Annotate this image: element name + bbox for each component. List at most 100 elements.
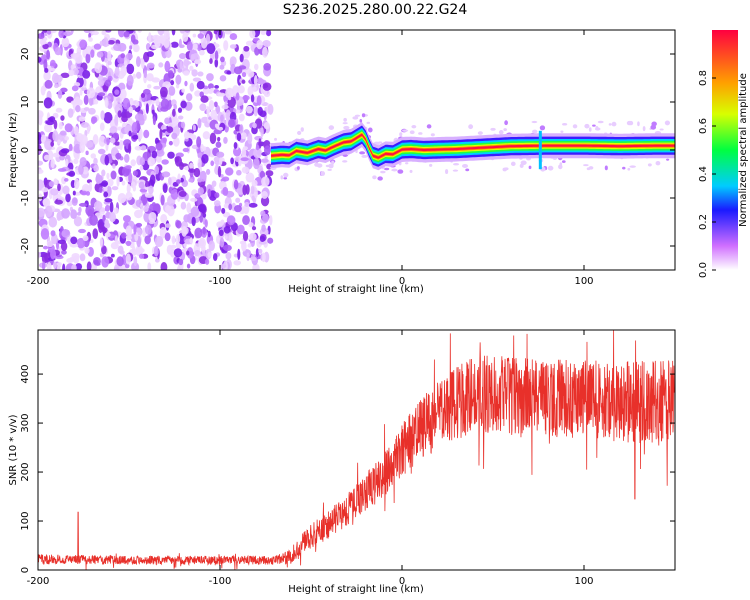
noise-speckle: [208, 240, 215, 252]
noise-speckle: [182, 32, 189, 43]
noise-speckle: [254, 46, 260, 56]
noise-speckle: [209, 58, 213, 64]
snr-xtick-label: 100: [574, 576, 593, 587]
noise-speckle: [194, 193, 201, 199]
ridge-speckle: [430, 133, 435, 137]
noise-speckle: [132, 185, 137, 192]
noise-speckle: [241, 79, 246, 84]
noise-speckle: [50, 141, 55, 147]
noise-speckle: [164, 232, 171, 242]
noise-speckle: [206, 73, 214, 82]
noise-speckle: [64, 123, 73, 133]
ridge-speckle: [503, 167, 509, 171]
noise-speckle: [120, 53, 126, 59]
ridge-speckle: [510, 161, 516, 167]
noise-speckle: [92, 134, 99, 145]
noise-speckle: [188, 178, 194, 183]
noise-speckle: [212, 253, 218, 262]
noise-speckle: [48, 180, 55, 188]
noise-speckle: [245, 172, 255, 183]
noise-speckle: [240, 157, 249, 162]
ridge-speckle: [283, 177, 288, 180]
noise-speckle: [153, 85, 161, 90]
noise-speckle: [224, 235, 228, 240]
noise-speckle: [253, 105, 258, 117]
noise-speckle: [85, 53, 91, 64]
noise-speckle: [171, 30, 176, 36]
noise-speckle: [78, 206, 82, 214]
noise-speckle: [68, 69, 75, 77]
noise-speckle: [104, 154, 110, 166]
noise-speckle: [43, 123, 53, 133]
noise-speckle: [207, 230, 211, 238]
noise-speckle: [86, 87, 96, 99]
noise-speckle: [233, 179, 239, 190]
noise-speckle: [60, 72, 70, 79]
noise-speckle: [173, 117, 179, 125]
noise-speckle: [103, 187, 108, 192]
ridge-speckle: [468, 124, 474, 130]
ridge-speckle: [560, 130, 564, 133]
noise-speckle: [164, 60, 171, 73]
noise-speckle: [228, 118, 235, 128]
noise-speckle: [243, 45, 250, 52]
noise-speckle: [138, 181, 145, 189]
noise-speckle: [185, 93, 193, 102]
noise-speckle: [57, 90, 63, 99]
noise-speckle: [183, 70, 190, 76]
noise-speckle: [98, 222, 103, 234]
noise-speckle: [262, 213, 269, 223]
noise-speckle: [211, 180, 217, 188]
noise-speckle: [226, 70, 232, 75]
noise-speckle: [253, 158, 260, 170]
spectrogram-x-label: Height of straight line (km): [288, 284, 424, 295]
noise-speckle: [197, 204, 207, 214]
noise-speckle: [54, 199, 63, 205]
noise-speckle: [246, 252, 250, 262]
noise-speckle: [44, 205, 53, 218]
noise-speckle: [120, 65, 127, 77]
snr-y-label: SNR (10 * v/v): [8, 414, 19, 485]
noise-speckle: [102, 37, 109, 48]
noise-speckle: [128, 106, 133, 114]
noise-speckle: [178, 258, 184, 266]
noise-speckle: [149, 174, 156, 186]
noise-speckle: [116, 97, 121, 102]
spectrogram-xtick-label: -200: [27, 276, 50, 287]
noise-speckle: [117, 30, 126, 38]
noise-speckle: [236, 169, 242, 176]
noise-speckle: [182, 147, 190, 153]
noise-speckle: [94, 200, 103, 211]
ridge-speckle: [490, 127, 496, 131]
noise-speckle: [180, 201, 187, 210]
noise-speckle: [201, 153, 209, 164]
ridge-speckle: [547, 165, 554, 171]
noise-speckle: [53, 83, 59, 89]
colorbar-tick-label: 0.6: [698, 118, 709, 134]
noise-speckle: [110, 241, 119, 250]
noise-speckle: [233, 146, 242, 157]
noise-speckle: [255, 144, 260, 151]
noise-speckle: [90, 153, 96, 159]
noise-speckle: [189, 162, 194, 170]
noise-speckle: [190, 53, 195, 62]
noise-speckle: [233, 205, 242, 213]
noise-speckle: [90, 116, 96, 125]
noise-speckle: [145, 103, 149, 114]
snr-ytick-label: 100: [20, 511, 31, 530]
noise-speckle: [60, 148, 70, 154]
noise-speckle: [50, 158, 55, 169]
noise-speckle: [123, 31, 130, 38]
noise-speckle: [163, 37, 170, 48]
ridge-speckle: [342, 122, 348, 125]
noise-speckle: [219, 237, 225, 248]
noise-speckle: [197, 33, 204, 39]
noise-speckle: [46, 240, 54, 248]
noise-speckle: [98, 135, 106, 147]
noise-speckle: [38, 207, 46, 218]
noise-speckle: [70, 236, 78, 245]
noise-speckle: [186, 247, 194, 259]
noise-speckle: [135, 247, 145, 254]
noise-speckle: [186, 250, 190, 256]
ridge-speckle: [331, 160, 335, 165]
